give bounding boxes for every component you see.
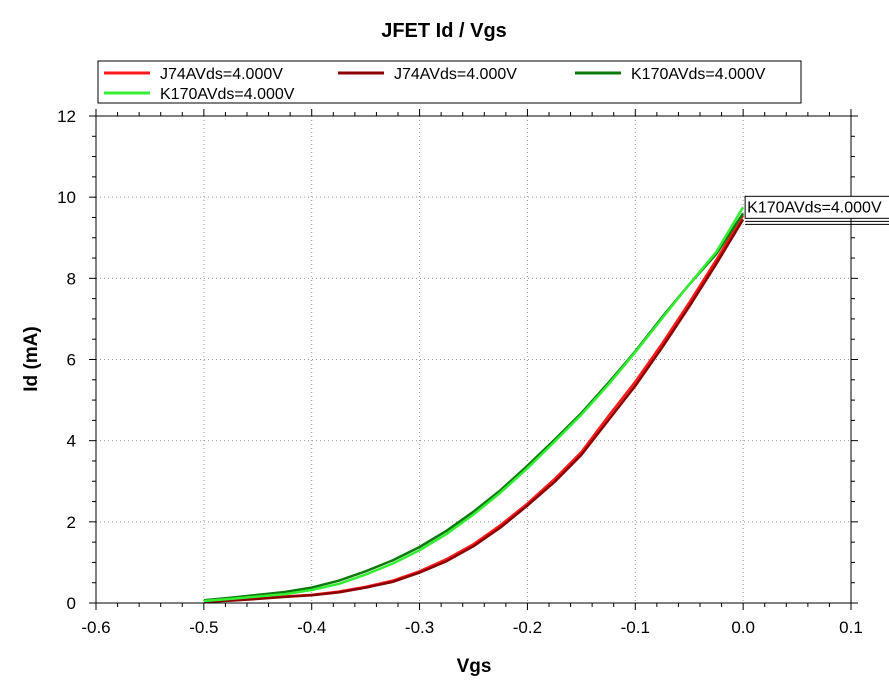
x-tick-label: 0.0 (731, 618, 755, 637)
plot-area (89, 109, 858, 610)
x-tick-label: -0.3 (405, 618, 434, 637)
x-tick-label: -0.2 (513, 618, 542, 637)
legend-label: J74AVds=4.000V (394, 66, 517, 83)
annotation-label: K170AVds=4.000V (747, 199, 882, 216)
y-tick-labels: 0 2 4 6 8 10 12 (57, 107, 76, 613)
x-tick-label: 0.1 (839, 618, 863, 637)
y-tick-label: 12 (57, 107, 76, 126)
series-annotation: K170AVds=4.000V (744, 195, 889, 225)
x-tick-label: -0.5 (189, 618, 218, 637)
series-line-2 (203, 218, 745, 604)
legend-label: K170AVds=4.000V (631, 66, 766, 83)
x-tick-labels: -0.6 -0.5 -0.4 -0.3 -0.2 -0.1 0.0 0.1 (81, 618, 862, 637)
y-tick-label: 4 (67, 432, 76, 451)
annotation-box (744, 195, 889, 219)
series-line-4 (203, 206, 745, 603)
tick-marks (89, 109, 858, 610)
legend-label: J74AVds=4.000V (160, 66, 283, 83)
series-layer (203, 206, 745, 604)
legend: J74AVds=4.000V J74AVds=4.000V K170AVds=4.0… (97, 60, 802, 104)
legend-label: K170AVds=4.000V (160, 86, 295, 103)
legend-box (97, 60, 802, 104)
y-tick-label: 6 (67, 351, 76, 370)
chart-title: JFET Id / Vgs (381, 20, 507, 42)
x-tick-label: -0.1 (621, 618, 650, 637)
x-axis-title: Vgs (457, 656, 492, 677)
x-tick-label: -0.6 (81, 618, 110, 637)
y-tick-label: 10 (57, 188, 76, 207)
plot-background (96, 116, 851, 603)
x-tick-label: -0.4 (297, 618, 326, 637)
y-tick-label: 2 (67, 513, 76, 532)
y-tick-label: 8 (67, 269, 76, 288)
y-tick-label: 0 (67, 594, 76, 613)
y-axis-title: Id (mA) (21, 326, 42, 391)
